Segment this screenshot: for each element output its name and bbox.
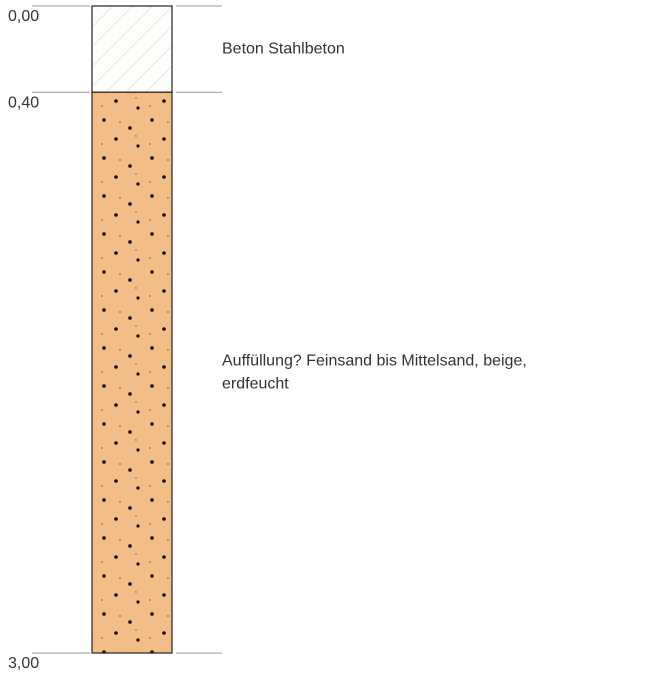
layer-description: erdfeucht [222, 375, 289, 392]
layer [91, 91, 173, 654]
layer-description: Auffüllung? Feinsand bis Mittelsand, bei… [222, 352, 527, 369]
layer-description: Beton Stahlbeton [222, 40, 345, 57]
depth-label: 0,00 [8, 8, 39, 25]
depth-label: 0,40 [8, 94, 39, 111]
layer [91, 5, 173, 93]
depth-label: 3,00 [8, 655, 39, 672]
